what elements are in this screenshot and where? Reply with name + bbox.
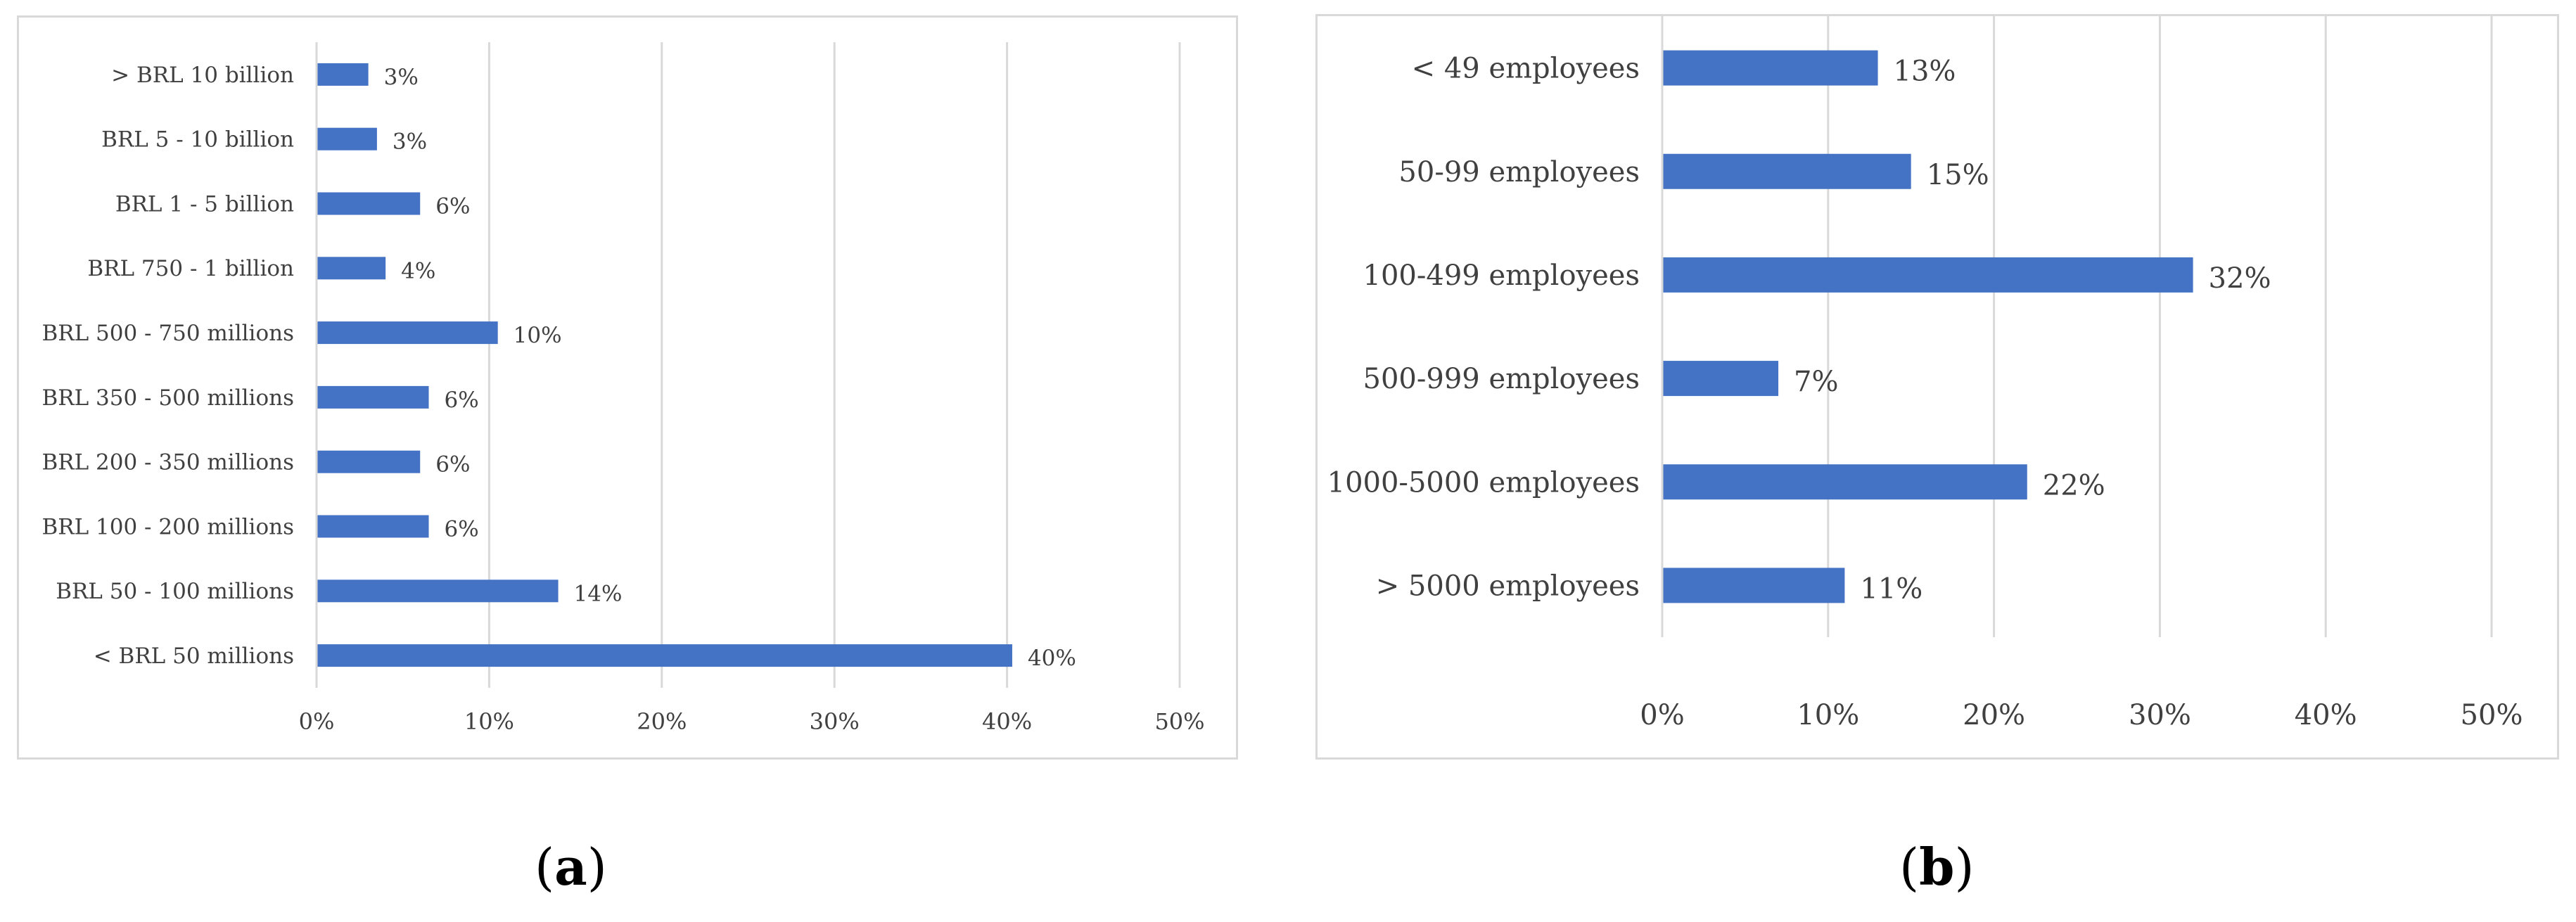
bar bbox=[1662, 153, 1911, 189]
bar bbox=[1662, 568, 1845, 603]
subfigure-caption-a: (a) bbox=[535, 837, 607, 897]
data-label: 13% bbox=[1894, 56, 1956, 88]
bar bbox=[317, 450, 421, 473]
data-label: 6% bbox=[435, 193, 470, 219]
x-tick-label: 0% bbox=[1640, 699, 1684, 731]
data-label: 10% bbox=[514, 323, 562, 348]
chart-panel-b: 0% 10% 20% 30% 40% 50% < 49 employees 13% 50-99 … bbox=[1315, 14, 2559, 760]
data-label: 6% bbox=[445, 516, 479, 542]
bar bbox=[317, 321, 498, 345]
data-label: 4% bbox=[401, 258, 435, 283]
x-tick-label: 10% bbox=[464, 708, 514, 735]
x-tick-label: 10% bbox=[1797, 699, 1859, 731]
x-tick-label: 50% bbox=[2461, 699, 2523, 731]
x-tick-label: 40% bbox=[2295, 699, 2357, 731]
data-label: 14% bbox=[574, 581, 623, 606]
x-tick-label: 30% bbox=[2129, 699, 2191, 731]
category-label: < 49 employees bbox=[1412, 53, 1640, 85]
x-tick-label: 30% bbox=[810, 708, 860, 735]
category-label: 50-99 employees bbox=[1398, 156, 1640, 188]
caption-letter-b: b bbox=[1919, 837, 1955, 897]
x-tick-label: 40% bbox=[982, 708, 1032, 735]
data-label: 32% bbox=[2209, 262, 2271, 295]
bar bbox=[1662, 361, 1779, 397]
caption-letter-a: a bbox=[554, 837, 587, 897]
data-label: 6% bbox=[445, 388, 479, 413]
bar bbox=[317, 257, 386, 280]
x-tick-label: 20% bbox=[637, 708, 687, 735]
bar bbox=[317, 580, 559, 603]
category-label: BRL 1 - 5 billion bbox=[115, 191, 294, 217]
bar bbox=[317, 127, 377, 151]
bar bbox=[1662, 257, 2193, 293]
data-label: 15% bbox=[1927, 159, 1989, 191]
x-tick-label: 0% bbox=[299, 708, 335, 735]
bar bbox=[1662, 50, 1878, 86]
category-label: 100-499 employees bbox=[1363, 260, 1640, 292]
category-label: > 5000 employees bbox=[1376, 570, 1640, 602]
category-label: BRL 750 - 1 billion bbox=[87, 256, 294, 281]
category-label: BRL 50 - 100 millions bbox=[56, 579, 294, 604]
bar-chart-b: 0% 10% 20% 30% 40% 50% < 49 employees 13% 50-99 … bbox=[1327, 16, 2523, 731]
data-label: 11% bbox=[1860, 572, 1923, 605]
data-label: 7% bbox=[1794, 366, 1838, 398]
category-label: > BRL 10 billion bbox=[111, 63, 294, 88]
category-label: BRL 100 - 200 millions bbox=[42, 514, 294, 539]
bar-chart-a: 0% 10% 20% 30% 40% 50% > BRL 10 billion 3% BRL 5… bbox=[42, 42, 1205, 735]
data-label: 3% bbox=[384, 65, 419, 90]
x-tick-label: 20% bbox=[1963, 699, 2025, 731]
bar bbox=[317, 644, 1012, 667]
data-label: 22% bbox=[2043, 469, 2105, 501]
bar bbox=[317, 192, 421, 215]
category-label: BRL 500 - 750 millions bbox=[42, 321, 294, 346]
subfigure-caption-b: (b) bbox=[1899, 837, 1975, 897]
bar bbox=[1662, 464, 2027, 500]
data-label: 3% bbox=[393, 129, 427, 155]
category-label: BRL 350 - 500 millions bbox=[42, 385, 294, 411]
data-label: 6% bbox=[435, 452, 470, 478]
chart-panel-a: 0% 10% 20% 30% 40% 50% > BRL 10 billion 3% BRL 5… bbox=[17, 15, 1238, 760]
bar bbox=[317, 385, 429, 409]
bar bbox=[317, 515, 429, 538]
category-label: 500-999 employees bbox=[1363, 363, 1640, 395]
bar bbox=[317, 63, 369, 86]
data-label: 40% bbox=[1028, 646, 1076, 671]
category-label: 1000-5000 employees bbox=[1327, 466, 1640, 499]
category-label: BRL 200 - 350 millions bbox=[42, 450, 294, 475]
category-label: BRL 5 - 10 billion bbox=[101, 127, 294, 153]
category-label: < BRL 50 millions bbox=[94, 644, 294, 669]
x-tick-label: 50% bbox=[1154, 708, 1204, 735]
